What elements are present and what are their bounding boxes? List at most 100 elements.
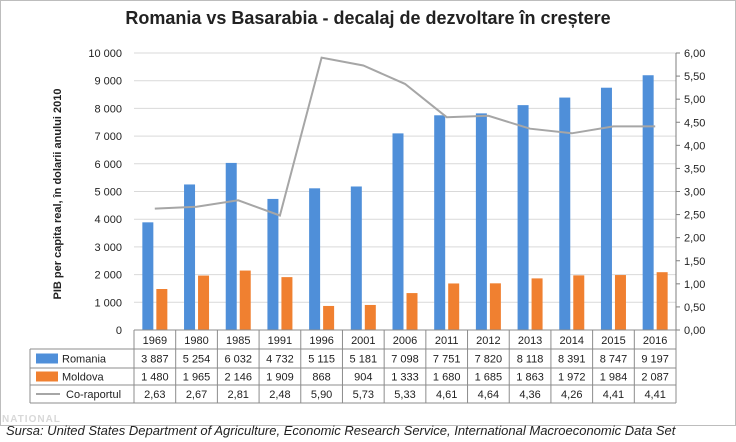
- x-tick-label: 2014: [560, 335, 584, 347]
- y-tick-label-right: 3,50: [684, 163, 705, 175]
- bar-moldova-2011: [448, 283, 460, 330]
- y-tick-label-right: 5,00: [684, 94, 705, 106]
- table-cell-romania-2015: 8 747: [600, 354, 628, 366]
- source-note: Sursa: United States Department of Agric…: [6, 423, 676, 438]
- bar-moldova-2014: [573, 275, 585, 330]
- y-tick-label-left: 1 000: [94, 297, 122, 309]
- table-cell-moldova-1991: 1 909: [266, 372, 294, 384]
- table-cell-romania-2016: 9 197: [641, 354, 669, 366]
- y-tick-label-right: 1,50: [684, 256, 705, 268]
- y-tick-label-right: 0,00: [684, 325, 705, 337]
- table-cell-co-raportul-2006: 5,33: [394, 389, 415, 401]
- table-cell-moldova-1980: 1 965: [183, 372, 211, 384]
- x-tick-label: 2013: [518, 335, 542, 347]
- y-tick-label-left: 7 000: [94, 131, 122, 143]
- table-cell-co-raportul-2014: 4,26: [561, 389, 582, 401]
- legend-label-co-raportul: Co-raportul: [66, 389, 121, 401]
- y-tick-label-left: 2 000: [94, 270, 122, 282]
- x-tick-label: 1985: [226, 335, 250, 347]
- bar-moldova-2012: [489, 283, 501, 330]
- x-tick-label: 2006: [393, 335, 417, 347]
- table-cell-romania-1996: 5 115: [308, 354, 335, 366]
- bar-moldova-1991: [281, 277, 293, 330]
- y-tick-label-left: 6 000: [94, 159, 122, 171]
- bar-moldova-2016: [656, 272, 668, 330]
- y-tick-label-left: 9 000: [94, 76, 122, 88]
- table-cell-romania-2001: 5 181: [350, 354, 378, 366]
- chart-area: 0 1 000 2 000 3 000 4 000 5 000 6 000 7 000 8 00…: [29, 48, 705, 404]
- y-tick-label-left: 4 000: [94, 214, 122, 226]
- table-cell-romania-1991: 4 732: [266, 354, 294, 366]
- y-tick-label-right: 3,00: [684, 187, 705, 199]
- x-tick-label: 2015: [601, 335, 625, 347]
- table-cell-co-raportul-2016: 4,41: [644, 389, 665, 401]
- table-cell-moldova-2006: 1 333: [391, 372, 419, 384]
- table-cell-moldova-1996: 868: [312, 372, 330, 384]
- table-cell-moldova-1985: 2 146: [224, 372, 252, 384]
- table-cell-co-raportul-2011: 4,61: [436, 389, 457, 401]
- table-cell-moldova-2012: 1 685: [475, 372, 503, 384]
- legend-key-romania: [36, 353, 58, 364]
- bar-moldova-2001: [364, 304, 376, 330]
- y-tick-label-left: 8 000: [94, 103, 122, 115]
- table-cell-romania-2011: 7 751: [433, 354, 461, 366]
- bar-moldova-2006: [406, 293, 418, 330]
- table-cell-co-raportul-1991: 2,48: [269, 389, 290, 401]
- table-cell-moldova-2013: 1 863: [516, 372, 544, 384]
- bar-romania-1969: [142, 222, 154, 330]
- bar-moldova-1985: [239, 270, 251, 330]
- x-tick-label: 2012: [476, 335, 500, 347]
- table-cell-co-raportul-2012: 4,64: [478, 389, 499, 401]
- y-tick-label-right: 0,50: [684, 302, 705, 314]
- x-tick-label: 1991: [268, 335, 292, 347]
- y-tick-label-right: 2,00: [684, 233, 705, 245]
- bar-romania-2012: [475, 113, 487, 330]
- bar-moldova-1996: [323, 305, 335, 330]
- x-tick-label: 2011: [435, 335, 459, 347]
- x-tick-label: 2001: [351, 335, 375, 347]
- x-tick-label: 1996: [309, 335, 333, 347]
- bar-romania-2011: [434, 115, 446, 330]
- y-tick-label-right: 2,50: [684, 210, 705, 222]
- y-tick-label-right: 4,00: [684, 140, 705, 152]
- table-cell-romania-2014: 8 391: [558, 354, 586, 366]
- bar-romania-2015: [600, 87, 612, 330]
- table-cell-romania-2006: 7 098: [391, 354, 419, 366]
- bar-romania-2016: [642, 75, 654, 330]
- bar-romania-1996: [309, 188, 321, 330]
- chart-frame: [0, 0, 736, 426]
- table-cell-co-raportul-2001: 5,73: [353, 389, 374, 401]
- bar-romania-2001: [350, 186, 362, 330]
- table-cell-co-raportul-1980: 2,67: [186, 389, 207, 401]
- table-cell-co-raportul-2013: 4,36: [519, 389, 540, 401]
- chart-title: Romania vs Basarabia - decalaj de dezvol…: [125, 8, 611, 28]
- watermark-logo: NATIONAL: [2, 414, 61, 425]
- table-cell-moldova-2011: 1 680: [433, 372, 461, 384]
- bar-romania-1980: [184, 184, 196, 330]
- x-tick-label: 1980: [184, 335, 208, 347]
- table-cell-co-raportul-1985: 2,81: [228, 389, 249, 401]
- x-tick-label: 2016: [643, 335, 667, 347]
- table-cell-romania-2013: 8 118: [517, 354, 544, 366]
- bar-romania-2006: [392, 133, 404, 330]
- table-cell-co-raportul-1969: 2,63: [144, 389, 165, 401]
- y-tick-label-left: 10 000: [88, 48, 122, 60]
- bar-romania-2014: [559, 97, 571, 330]
- y-tick-label-right: 6,00: [684, 48, 705, 60]
- table-cell-co-raportul-2015: 4,41: [603, 389, 624, 401]
- x-tick-label: 1969: [143, 335, 167, 347]
- bar-romania-2013: [517, 105, 529, 330]
- y-tick-label-left: 5 000: [94, 187, 122, 199]
- y-tick-label-left: 0: [116, 325, 122, 337]
- y-tick-label-right: 4,50: [684, 117, 705, 129]
- table-cell-moldova-2016: 2 087: [641, 372, 669, 384]
- table-cell-romania-1969: 3 887: [141, 354, 169, 366]
- bar-moldova-1980: [198, 275, 210, 330]
- table-cell-co-raportul-1996: 5,90: [311, 389, 332, 401]
- bar-moldova-2013: [531, 278, 543, 330]
- table-cell-moldova-2014: 1 972: [558, 372, 586, 384]
- bar-moldova-2015: [614, 275, 626, 330]
- bar-moldova-1969: [156, 289, 168, 330]
- table-cell-moldova-2001: 904: [354, 372, 372, 384]
- bar-romania-1985: [225, 162, 237, 330]
